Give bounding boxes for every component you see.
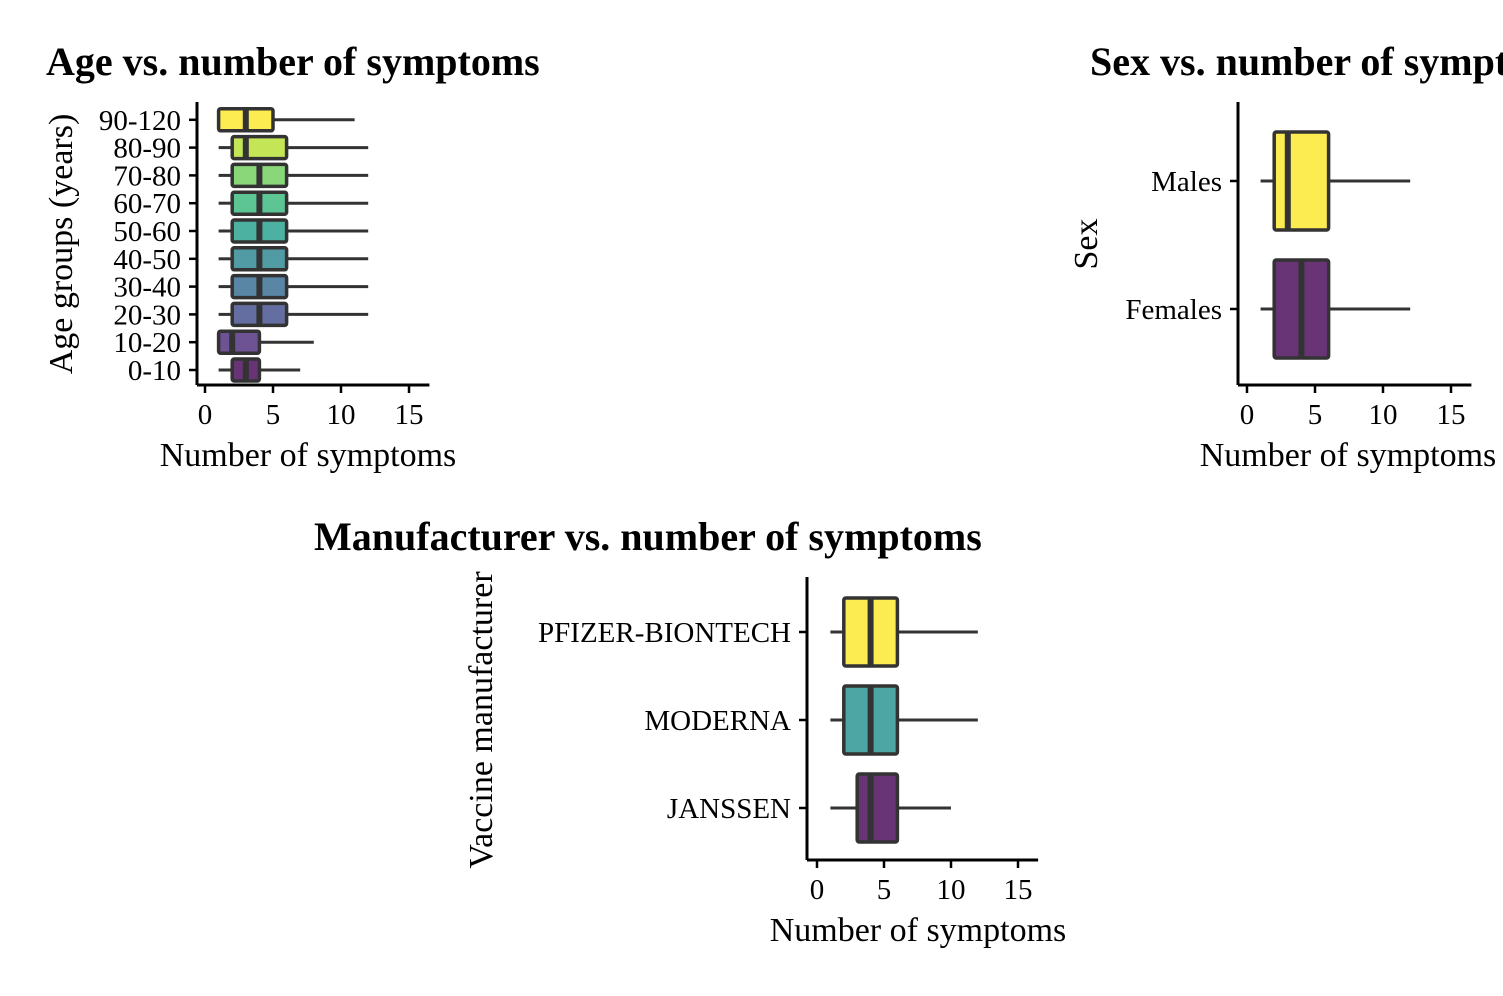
sex-box <box>1272 130 1331 232</box>
age-y-tick-label: 20-30 <box>113 299 181 331</box>
manufacturer-y-tick-label: PFIZER-BIONTECH <box>538 617 791 649</box>
sex-y-axis-label: Sex <box>1068 219 1105 270</box>
manufacturer-y-axis-label: Vaccine manufacturer <box>463 571 500 869</box>
manufacturer-x-tick-label: 0 <box>810 874 825 906</box>
sex-y-tick-label: Females <box>1125 294 1222 326</box>
manufacturer-chart: Manufacturer vs. number of symptoms 0 5 10 1… <box>314 514 1066 949</box>
age-y-tick-label: 0-10 <box>128 355 181 387</box>
age-y-tick-label: 40-50 <box>113 244 181 276</box>
manufacturer-x-axis-label: Number of symptoms <box>770 912 1067 949</box>
manufacturer-chart-title: Manufacturer vs. number of symptoms <box>314 514 982 559</box>
age-chart: Age vs. number of symptoms 0 5 10 15 0-1010-2… <box>43 39 540 474</box>
manufacturer-box <box>855 772 900 844</box>
age-chart-title: Age vs. number of symptoms <box>46 39 540 84</box>
sex-x-tick-label: 0 <box>1240 399 1255 431</box>
sex-x-tick-label: 5 <box>1308 399 1323 431</box>
manufacturer-y-tick-label: MODERNA <box>644 705 791 737</box>
age-y-tick-label: 30-40 <box>113 272 181 304</box>
age-x-axis-label: Number of symptoms <box>160 437 457 474</box>
manufacturer-x-tick-label: 15 <box>1004 874 1033 906</box>
age-y-tick-label: 90-120 <box>99 105 181 137</box>
sex-x-tick-label: 15 <box>1437 399 1466 431</box>
sex-x-tick-label: 10 <box>1369 399 1398 431</box>
sex-x-axis-label: Number of symptoms <box>1200 437 1497 474</box>
age-y-tick-label: 60-70 <box>113 188 181 220</box>
age-y-tick-label: 70-80 <box>113 160 181 192</box>
age-y-tick-label: 80-90 <box>113 133 181 165</box>
sex-y-tick-label: Males <box>1151 166 1222 198</box>
sex-chart: Sex vs. number of symptoms 0 5 10 15 Females M… <box>1068 39 1503 474</box>
age-box <box>230 134 289 161</box>
manufacturer-x-tick-label: 10 <box>937 874 966 906</box>
age-x-tick-label: 0 <box>198 399 213 431</box>
sex-chart-title: Sex vs. number of symptoms <box>1090 39 1503 84</box>
age-y-tick-label: 10-20 <box>113 327 181 359</box>
age-y-axis-label: Age groups (years) <box>43 114 80 375</box>
manufacturer-y-tick-label: JANSSEN <box>667 793 791 825</box>
age-x-tick-label: 5 <box>266 399 281 431</box>
manufacturer-x-tick-label: 5 <box>877 874 892 906</box>
age-x-tick-label: 15 <box>395 399 424 431</box>
age-y-tick-label: 50-60 <box>113 216 181 248</box>
age-box <box>216 329 262 355</box>
age-x-tick-label: 10 <box>327 399 356 431</box>
